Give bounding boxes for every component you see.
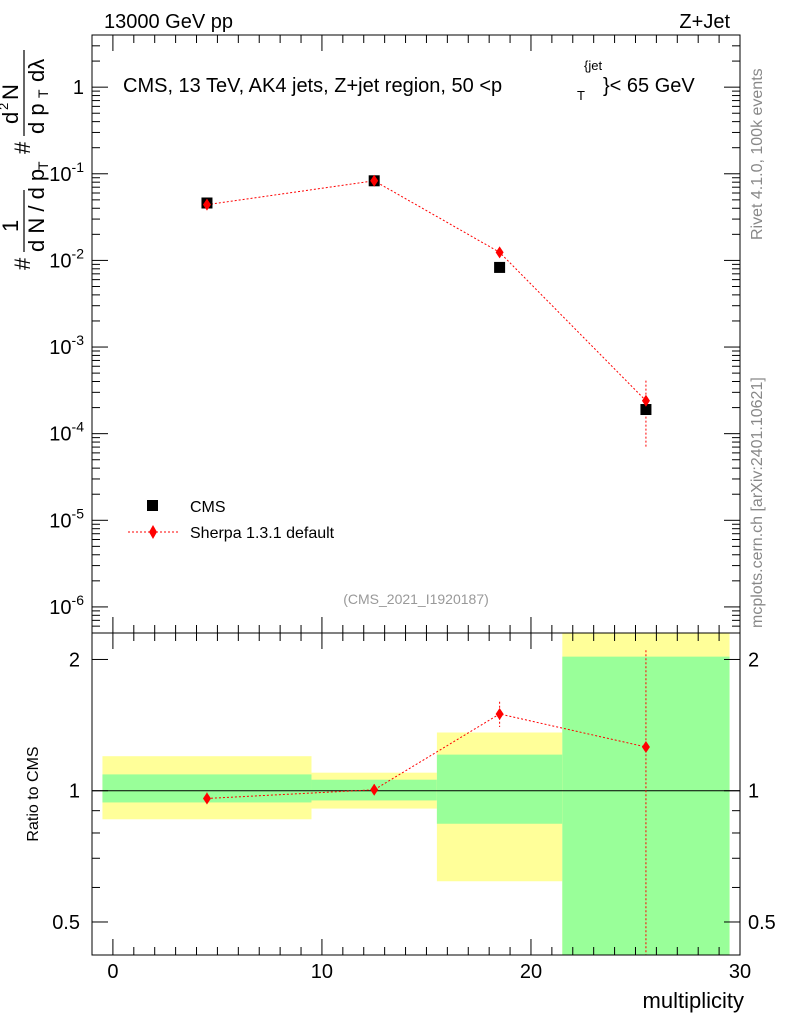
ratio-y-tick-label-left: 1	[69, 781, 80, 803]
ratio-sherpa-point	[370, 783, 379, 796]
main-data-layer	[201, 174, 652, 448]
header-energy-label: 13000 GeV pp	[104, 11, 233, 33]
legend: CMS Sherpa 1.3.1 default	[128, 499, 335, 542]
ratio-data-layer	[202, 650, 650, 955]
main-axis-ticks	[92, 34, 741, 634]
main-y-tick-label: 10-3	[49, 332, 84, 359]
main-y-tick-label: 10-1	[49, 159, 84, 186]
legend-label-cms: CMS	[190, 499, 226, 516]
sherpa-point	[641, 394, 650, 407]
main-y-axis-label: # 1 d N / d p T # d 2 N d p T dλ	[0, 50, 51, 270]
svg-text:dλ: dλ	[24, 59, 49, 82]
x-tick-label: 20	[520, 961, 542, 983]
svg-text:d N / d p: d N / d p	[24, 169, 49, 252]
legend-label-sherpa: Sherpa 1.3.1 default	[190, 525, 335, 542]
svg-text:N: N	[0, 84, 23, 100]
sherpa-point	[370, 174, 379, 187]
svg-text:d: d	[0, 112, 23, 124]
header-process-label: Z+Jet	[679, 11, 730, 33]
plot-title: CMS, 13 TeV, AK4 jets, Z+jet region, 50 …	[123, 58, 695, 103]
ratio-y-tick-label-left: 2	[69, 649, 80, 671]
svg-text:#: #	[10, 257, 35, 270]
ratio-y-tick-label-left: 0.5	[52, 912, 80, 934]
plot-title-subscript: T	[577, 88, 585, 103]
svg-text:T: T	[35, 89, 51, 98]
svg-text:1: 1	[0, 220, 23, 232]
x-tick-label: 0	[107, 961, 118, 983]
cms-point	[640, 404, 652, 416]
ratio-y-tick-label-right: 0.5	[748, 912, 776, 934]
source-label: mcplots.cern.ch [arXiv:2401.10621]	[749, 377, 766, 628]
main-y-tick-label: 1	[73, 77, 84, 99]
legend-marker-sherpa	[149, 525, 157, 539]
main-y-axis: 1 10-1 10-2 10-3 10-4 10-5 10-6	[49, 77, 84, 619]
ratio-y-axis: 0.5 0.5 1 1 2 2	[52, 649, 776, 934]
ratio-sherpa-point	[641, 740, 650, 753]
ratio-sherpa-line	[206, 713, 647, 799]
legend-marker-cms	[147, 500, 158, 511]
ratio-sherpa-point	[495, 707, 504, 720]
ratio-y-tick-label-right: 1	[748, 781, 759, 803]
x-tick-label: 30	[729, 961, 751, 983]
x-axis: 0 10 20 30	[107, 961, 751, 983]
ratio-axis-ticks	[92, 633, 741, 955]
rivet-version-label: Rivet 4.1.0, 100k events	[749, 68, 766, 240]
svg-text:#: #	[10, 141, 35, 154]
main-y-tick-label: 10-4	[49, 419, 84, 446]
main-y-tick-label: 10-5	[49, 505, 84, 532]
ratio-y-axis-label: Ratio to CMS	[25, 746, 42, 841]
x-tick-label: 10	[311, 961, 333, 983]
plot-title-main: CMS, 13 TeV, AK4 jets, Z+jet region, 50 …	[123, 75, 502, 97]
plot-title-superscript: {jet	[584, 58, 602, 73]
cms-point	[494, 261, 506, 273]
plot-title-end: }< 65 GeV	[603, 75, 695, 97]
svg-text:2: 2	[0, 103, 11, 110]
main-y-tick-label: 10-6	[49, 592, 84, 619]
sherpa-point	[495, 246, 504, 259]
svg-text:d p: d p	[24, 103, 49, 134]
analysis-id-label: (CMS_2021_I1920187)	[343, 591, 489, 607]
ratio-panel-frame	[91, 632, 741, 956]
ratio-band-green	[436, 754, 563, 824]
ratio-sherpa-point	[202, 792, 211, 805]
ratio-uncertainty-bands	[102, 633, 730, 955]
sherpa-series-line	[206, 180, 647, 402]
x-axis-label: multiplicity	[643, 988, 744, 1013]
main-panel-frame	[91, 34, 741, 634]
main-y-tick-label: 10-2	[49, 245, 84, 272]
sherpa-point	[202, 198, 211, 211]
svg-text:T: T	[35, 161, 51, 170]
ratio-y-tick-label-right: 2	[748, 649, 759, 671]
